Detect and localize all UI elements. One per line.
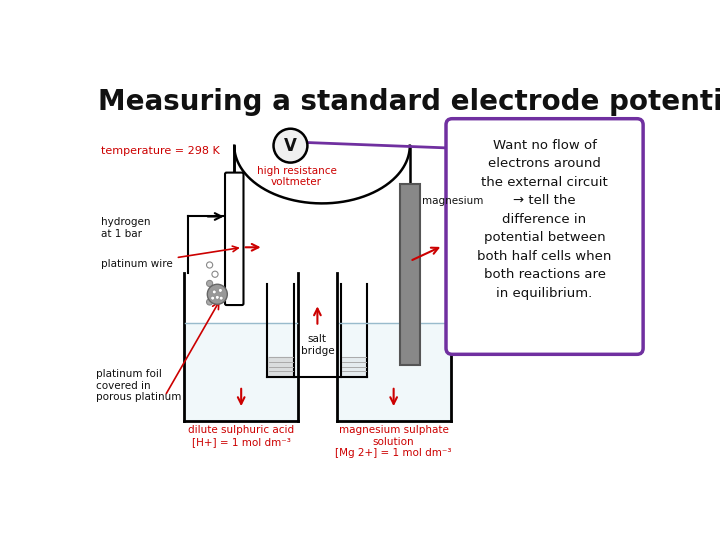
Text: V: V — [284, 137, 297, 154]
Text: Want no flow of
electrons around
the external circuit
→ tell the
difference in
p: Want no flow of electrons around the ext… — [477, 139, 612, 300]
Circle shape — [212, 290, 216, 294]
Text: high resistance
voltmeter: high resistance voltmeter — [257, 166, 336, 187]
Bar — [400, 184, 420, 365]
Text: hydrogen
at 1 bar: hydrogen at 1 bar — [101, 217, 150, 239]
Text: temperature = 298 K: temperature = 298 K — [101, 146, 220, 156]
Text: magnesium sulphate
solution
[Mg 2+] = 1 mol dm⁻³: magnesium sulphate solution [Mg 2+] = 1 … — [336, 425, 452, 458]
Text: platinum wire: platinum wire — [101, 246, 238, 269]
Text: dilute sulphuric acid
[H+] = 1 mol dm⁻³: dilute sulphuric acid [H+] = 1 mol dm⁻³ — [188, 425, 294, 447]
Text: magnesium: magnesium — [422, 195, 484, 206]
Circle shape — [218, 288, 222, 292]
Circle shape — [207, 284, 228, 304]
Circle shape — [207, 299, 212, 305]
Circle shape — [207, 280, 212, 287]
Text: platinum foil
covered in
porous platinum: platinum foil covered in porous platinum — [96, 369, 181, 402]
FancyBboxPatch shape — [225, 173, 243, 305]
Text: Measuring a standard electrode potential: Measuring a standard electrode potential — [98, 88, 720, 116]
Text: salt
bridge: salt bridge — [300, 334, 334, 356]
Circle shape — [274, 129, 307, 163]
Circle shape — [215, 295, 219, 299]
FancyBboxPatch shape — [446, 119, 643, 354]
Circle shape — [211, 296, 215, 300]
Circle shape — [219, 296, 223, 300]
Circle shape — [212, 289, 218, 296]
